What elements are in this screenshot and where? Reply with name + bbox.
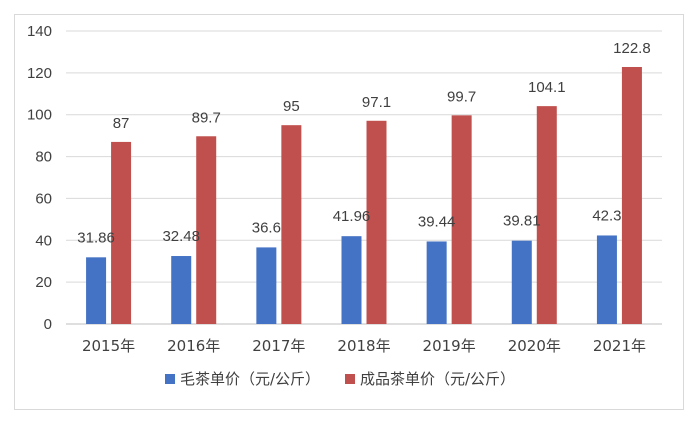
x-category-label: 2015年 [82, 337, 135, 355]
y-axis-ticks: 0 20 40 60 80 100 120 140 [27, 23, 52, 333]
x-category-label: 2020年 [508, 337, 561, 355]
y-tick-label: 60 [35, 190, 52, 207]
finished-tea-value-label: 104.1 [528, 79, 566, 96]
finished-tea-bar-2017 [281, 125, 302, 324]
raw-tea-value-label: 39.81 [503, 213, 541, 230]
finished-tea-value-label: 87 [113, 115, 130, 132]
finished-tea-value-label: 99.7 [447, 88, 476, 105]
x-category-label: 2017年 [252, 337, 305, 355]
finished-tea-bar-2018 [366, 120, 387, 324]
y-tick-label: 20 [35, 274, 52, 291]
raw-tea-value-label: 31.86 [77, 229, 115, 246]
y-tick-label: 120 [27, 65, 52, 82]
raw-tea-value-label: 32.48 [162, 228, 200, 245]
data-labels: 31.86 87 32.48 89.7 36.6 95 41.96 97.1 39.44 99.7… [77, 40, 650, 246]
raw-tea-bar-2020 [511, 240, 532, 324]
legend: 毛茶单价（元/公斤） 成品茶单价（元/公斤） [165, 370, 515, 388]
finished-tea-bar-2019 [451, 115, 472, 325]
x-category-label: 2018年 [337, 337, 390, 355]
finished-tea-value-label: 97.1 [362, 94, 391, 111]
raw-tea-bar-2021 [596, 235, 617, 324]
raw-tea-bar-2016 [171, 256, 192, 324]
finished-tea-value-label: 89.7 [192, 109, 221, 126]
bars [86, 66, 642, 325]
finished-tea-bar-2020 [536, 106, 557, 324]
raw-tea-bar-2015 [86, 257, 107, 324]
x-category-label: 2016年 [167, 337, 220, 355]
finished-tea-bar-2015 [111, 141, 132, 324]
raw-tea-bar-2019 [426, 241, 447, 324]
y-tick-label: 0 [44, 316, 52, 333]
raw-tea-value-label: 42.3 [592, 207, 621, 224]
finished-tea-value-label: 122.8 [613, 40, 651, 57]
raw-tea-value-label: 41.96 [333, 208, 371, 225]
x-category-label: 2021年 [593, 337, 646, 355]
raw-tea-bar-2018 [341, 236, 362, 324]
finished-tea-value-label: 95 [283, 98, 300, 115]
legend-label-finished-tea: 成品茶单价（元/公斤） [360, 370, 515, 388]
y-tick-label: 40 [35, 232, 52, 249]
y-tick-label: 80 [35, 149, 52, 166]
y-tick-label: 140 [27, 23, 52, 40]
legend-swatch-raw-tea [165, 374, 175, 384]
gridlines [66, 30, 662, 325]
raw-tea-value-label: 36.6 [252, 219, 281, 236]
raw-tea-bar-2017 [256, 247, 277, 324]
raw-tea-value-label: 39.44 [418, 213, 456, 230]
finished-tea-bar-2021 [621, 66, 642, 325]
x-category-label: 2019年 [423, 337, 476, 355]
finished-tea-bar-2016 [196, 136, 217, 324]
x-axis-categories: 2015年 2016年 2017年 2018年 2019年 2020年 2021年 [82, 337, 646, 355]
legend-swatch-finished-tea [345, 374, 355, 384]
y-tick-label: 100 [27, 107, 52, 124]
legend-label-raw-tea: 毛茶单价（元/公斤） [180, 370, 320, 388]
